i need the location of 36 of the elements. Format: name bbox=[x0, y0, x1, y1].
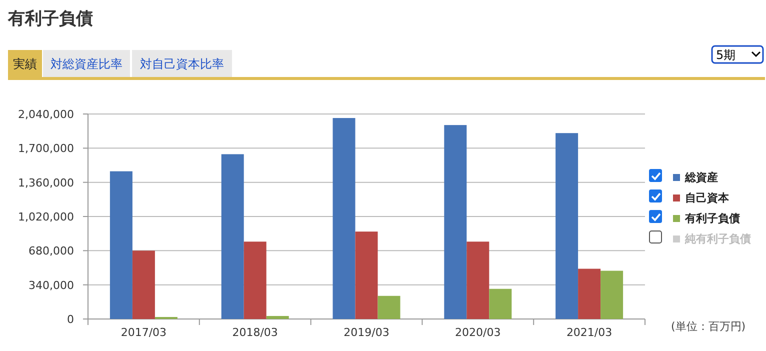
bar bbox=[489, 288, 512, 319]
x-tick-label: 2020/03 bbox=[455, 326, 501, 339]
text: 対自己資本比率 bbox=[140, 57, 224, 71]
text: 実績 bbox=[13, 57, 37, 71]
x-tick-label: 2017/03 bbox=[120, 326, 167, 339]
bar bbox=[578, 268, 601, 319]
text: (単位：百万円) bbox=[671, 320, 746, 333]
legend-label: 自己資本 bbox=[685, 192, 730, 204]
legend-label: 純有利子負債 bbox=[684, 232, 751, 246]
y-tick-label: 340,000 bbox=[28, 278, 74, 292]
bar bbox=[355, 232, 378, 319]
y-tick-label: 1,020,000 bbox=[18, 210, 74, 224]
y-tick-label: 1,700,000 bbox=[18, 142, 74, 156]
y-tick-label: 680,000 bbox=[28, 244, 74, 258]
text: 対総資産比率 bbox=[50, 57, 122, 71]
bar bbox=[600, 270, 624, 319]
bar bbox=[466, 242, 490, 319]
bar bbox=[332, 118, 356, 319]
x-tick-label: 2018/03 bbox=[232, 326, 278, 339]
bar bbox=[266, 316, 289, 319]
legend-label: 総資産 bbox=[684, 171, 718, 184]
y-tick-label: 2,040,000 bbox=[18, 108, 74, 121]
chart-title: 有利子負債 bbox=[7, 9, 93, 29]
legend-label: 有利子負債 bbox=[684, 212, 740, 225]
x-tick-label: 2019/03 bbox=[344, 326, 390, 339]
y-tick-label: 0 bbox=[67, 313, 74, 326]
bar bbox=[132, 250, 155, 319]
bar bbox=[110, 171, 132, 319]
bar bbox=[444, 125, 467, 319]
bar bbox=[378, 296, 400, 319]
text: 5期 bbox=[716, 48, 736, 62]
bar bbox=[244, 242, 266, 319]
y-tick-label: 1,360,000 bbox=[18, 176, 74, 190]
bar bbox=[556, 133, 578, 319]
bar bbox=[221, 154, 244, 319]
x-tick-label: 2021/03 bbox=[566, 326, 612, 339]
